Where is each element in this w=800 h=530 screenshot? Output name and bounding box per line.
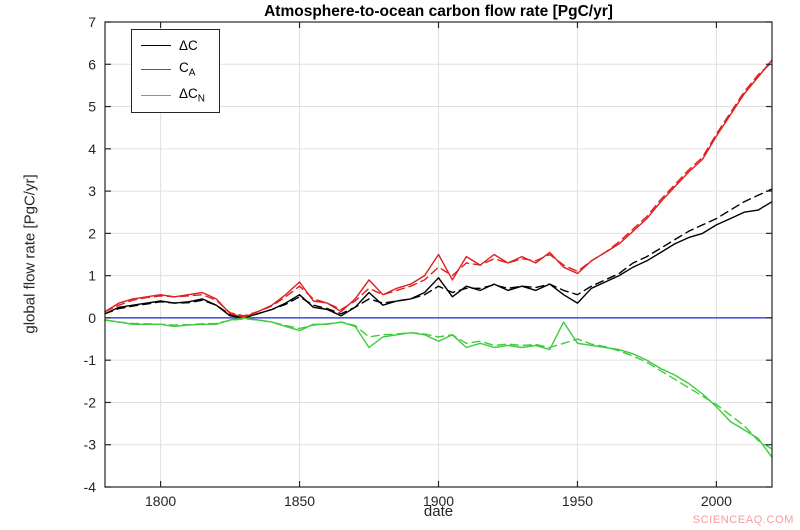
y-tick-label: 5 [88, 99, 96, 115]
y-tick-label: 2 [88, 225, 96, 241]
legend: ΔC CA ΔCN [131, 29, 221, 114]
x-tick-label: 1900 [423, 493, 454, 509]
x-axis-label: date [423, 503, 454, 520]
y-tick-label: -4 [84, 479, 97, 495]
legend-label: ΔCN [179, 85, 206, 105]
y-tick-label: 6 [88, 56, 96, 72]
series-c-a-solid [104, 59, 773, 318]
x-tick-label: 2000 [701, 493, 732, 509]
y-tick-label: -2 [84, 394, 97, 410]
y-tick-label: -3 [84, 437, 97, 453]
legend-line-sample [141, 94, 171, 96]
x-tick-label: 1850 [284, 493, 315, 509]
legend-line-sample [141, 45, 171, 46]
y-tick-label: 1 [88, 268, 96, 284]
series-c-a-dashed [104, 61, 773, 317]
legend-label: CA [179, 60, 196, 79]
legend-item-delta-c: ΔC [141, 38, 205, 53]
y-tick-label: 7 [88, 14, 96, 30]
y-tick-label: 0 [88, 310, 96, 326]
legend-item-delta-c-n: ΔCN [141, 85, 206, 105]
series-delta-c-solid [104, 201, 773, 319]
y-tick-label: -1 [84, 352, 97, 368]
y-tick-label: 3 [88, 183, 96, 199]
x-tick-label: 1950 [562, 493, 593, 509]
legend-line-sample [141, 68, 171, 70]
series-delta-c-dashed [104, 188, 773, 318]
legend-item-c-a: CA [141, 60, 205, 79]
y-tick-label: 4 [88, 141, 96, 157]
chart-title: Atmosphere-to-ocean carbon flow rate [Pg… [264, 3, 613, 20]
legend-label: ΔC [179, 38, 198, 53]
watermark: SCIENCEAQ.COM [692, 514, 794, 526]
x-tick-label: 1800 [145, 493, 176, 509]
series-delta-c-n-solid [104, 317, 773, 459]
series-delta-c-n-dashed [104, 318, 773, 450]
